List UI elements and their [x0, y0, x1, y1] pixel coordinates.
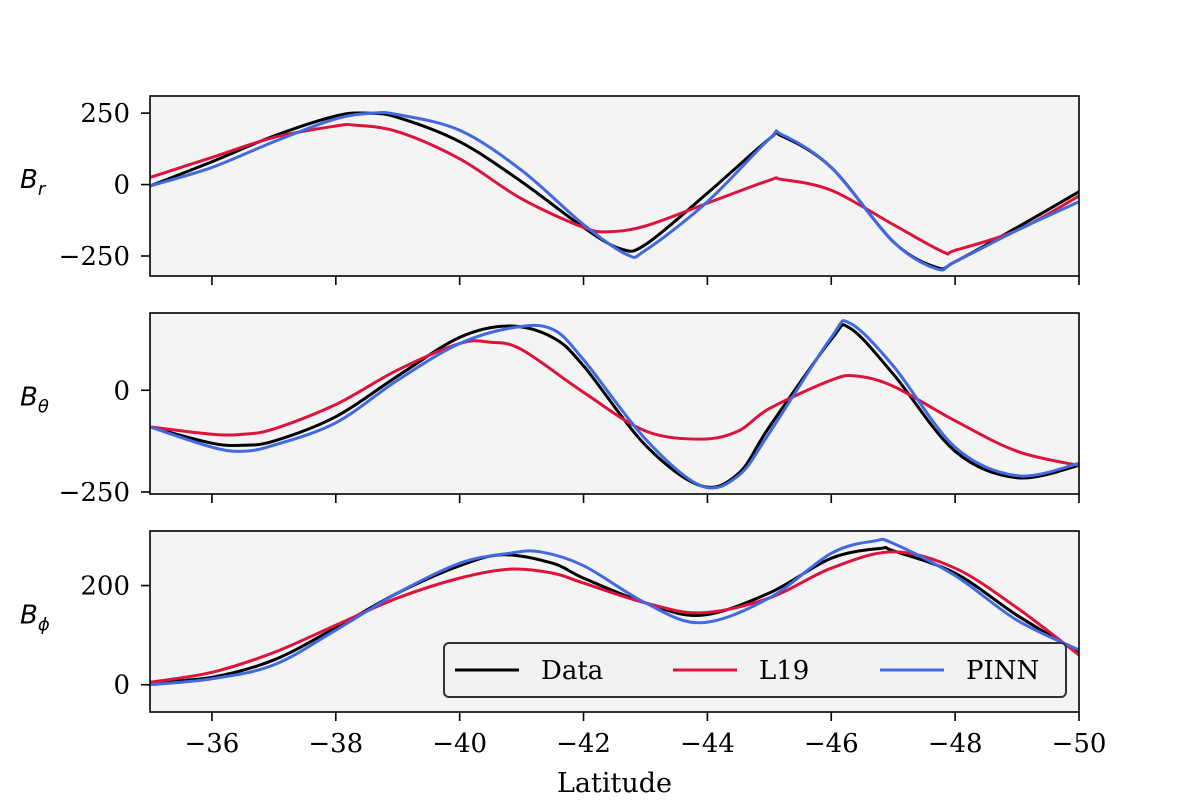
panel-1: 250 0 −250 Br: [20, 95, 1080, 285]
legend-label-data: Data: [541, 656, 603, 686]
plot-background: [150, 313, 1079, 494]
x-axis-label: Latitude: [557, 768, 672, 799]
y-tick-label: 0: [113, 171, 130, 201]
series-group: [150, 319, 1079, 490]
x-tick-label: −44: [680, 729, 735, 759]
legend-box: [443, 642, 1067, 698]
x-tick-label: −36: [184, 729, 239, 759]
series-group: [150, 537, 1079, 687]
legend: Data L19 PINN: [443, 642, 1067, 698]
axes-frame: [149, 312, 1080, 495]
x-tick-label: −46: [804, 729, 859, 759]
series-line-pinn: [150, 537, 1079, 687]
axes-frame: [149, 95, 1080, 277]
y-axis-label: Br: [20, 165, 47, 200]
series-line-l19: [150, 122, 1079, 256]
y-tick-label: −250: [59, 242, 130, 272]
y-tick-label: −250: [59, 478, 130, 508]
y-axis-label: Bϕ: [20, 601, 50, 636]
legend-label-pinn: PINN: [966, 656, 1039, 686]
panel-2: 0 −250 Bθ: [20, 312, 1080, 508]
y-tick-label: 200: [80, 572, 130, 602]
axes-frame: [149, 530, 1080, 713]
panels: 250 0 −250 Br 0 −250 Bθ 200 0 −36 −38 −40 −42 −44 −46 −…: [20, 95, 1107, 759]
y-tick-label: 250: [80, 99, 130, 129]
y-axis-label: Bθ: [20, 383, 49, 418]
x-tick-label: −40: [432, 729, 487, 759]
y-tick-label: 0: [113, 671, 130, 701]
x-tick-label: −50: [1052, 729, 1107, 759]
series-line-pinn: [150, 111, 1079, 272]
x-tick-label: −48: [928, 729, 983, 759]
y-tick-label: 0: [113, 376, 130, 406]
series-line-data: [150, 546, 1079, 684]
x-tick-label: −38: [308, 729, 363, 759]
legend-label-l19: L19: [759, 656, 809, 686]
x-tick-label: −42: [556, 729, 611, 759]
series-line-l19: [150, 339, 1079, 468]
series-line-pinn: [150, 319, 1079, 490]
series-group: [150, 111, 1079, 272]
